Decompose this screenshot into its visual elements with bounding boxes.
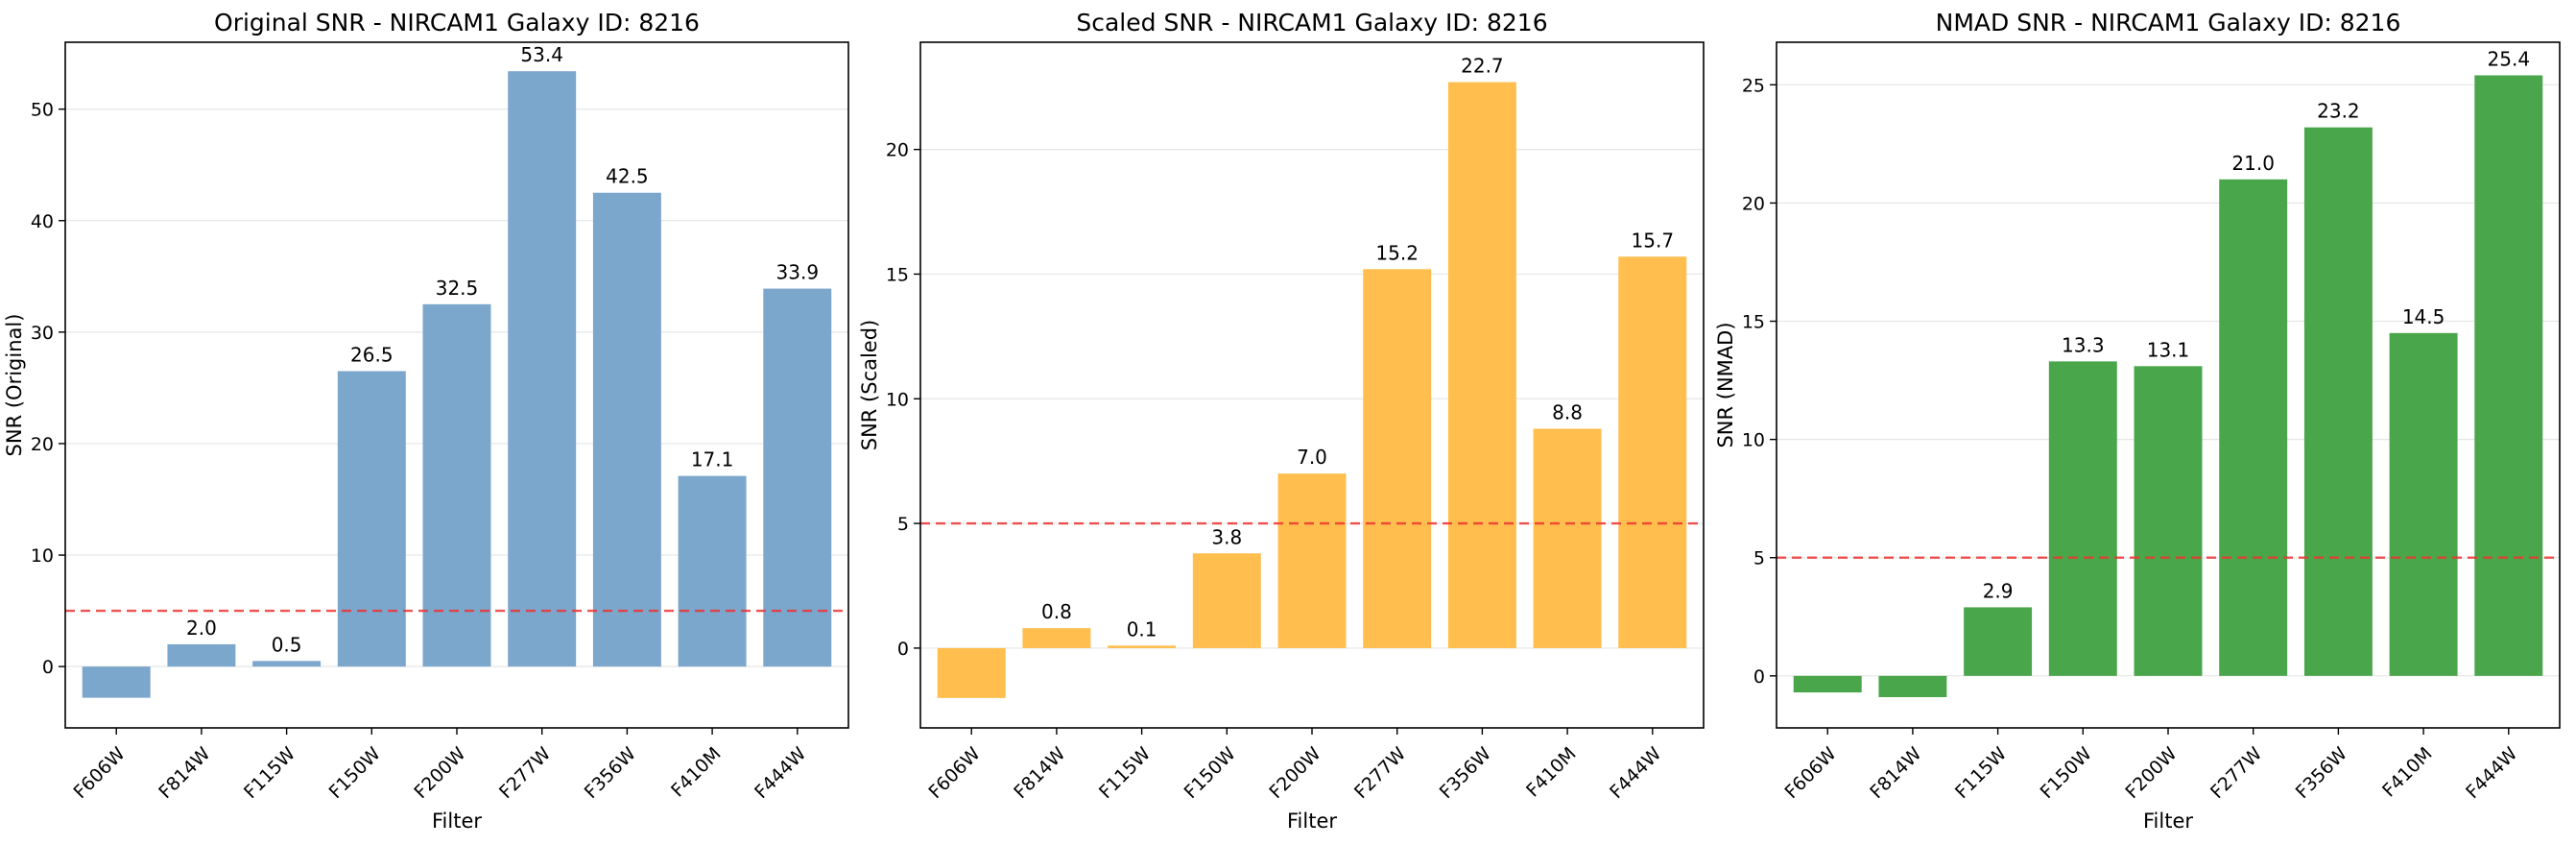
bar — [82, 666, 151, 698]
y-tick-label: 15 — [886, 264, 909, 285]
bar-value-label: 7.0 — [1297, 446, 1327, 469]
bar — [167, 643, 236, 667]
bar — [2219, 179, 2288, 676]
bar-value-label: 23.2 — [2317, 100, 2360, 123]
bar — [763, 288, 832, 667]
bar — [1363, 269, 1432, 648]
bar — [1618, 256, 1687, 648]
bar — [1108, 645, 1177, 648]
bar-value-label: 25.4 — [2488, 47, 2531, 70]
bar — [1793, 675, 1862, 693]
chart-panel-3: 2.913.3 13.121.023.214.525.40510152025F60… — [1714, 9, 2561, 833]
y-tick-label: 50 — [31, 100, 54, 121]
y-tick-label: 0 — [42, 657, 54, 678]
bar-value-label: 0.8 — [1041, 600, 1072, 623]
y-tick-label: 25 — [1742, 75, 1765, 96]
chart-title: NMAD SNR - NIRCAM1 Galaxy ID: 8216 — [1936, 9, 2401, 36]
bar-value-label: 22.7 — [1461, 55, 1504, 78]
bar — [2389, 332, 2458, 676]
bar — [592, 192, 661, 667]
y-tick-label: 20 — [886, 140, 909, 161]
bar-value-label: 14.5 — [2402, 305, 2445, 328]
bar — [2474, 75, 2543, 676]
bar — [337, 371, 406, 667]
y-axis-label: SNR (Original) — [3, 314, 26, 457]
bar — [1533, 428, 1602, 648]
bar — [1022, 628, 1091, 648]
bar-value-label: 2.9 — [1983, 579, 2014, 602]
bar-value-label: 42.5 — [606, 165, 649, 188]
y-tick-label: 5 — [897, 514, 909, 535]
bar — [937, 647, 1006, 698]
x-axis-label: Filter — [1287, 810, 1337, 833]
bar-value-label: 26.5 — [350, 343, 394, 366]
x-axis-label: Filter — [432, 810, 482, 833]
bar — [1192, 553, 1261, 648]
bar — [1447, 82, 1516, 648]
bar — [508, 71, 577, 667]
y-tick-label: 15 — [1742, 312, 1765, 333]
bar-value-label: 33.9 — [776, 261, 820, 284]
bar-value-label: 0.1 — [1127, 617, 1157, 641]
bar-value-label: 13.3 — [2062, 333, 2105, 356]
y-axis-label: SNR (NMAD) — [1714, 322, 1737, 447]
bar — [1878, 675, 1947, 697]
y-tick-label: 0 — [1753, 666, 1765, 688]
y-tick-label: 10 — [886, 389, 909, 410]
y-tick-label: 0 — [897, 639, 909, 660]
bar-value-label: 53.4 — [520, 43, 563, 66]
y-tick-label: 40 — [31, 211, 54, 232]
bar-value-label: 21.0 — [2231, 152, 2275, 175]
chart-title: Original SNR - NIRCAM1 Galaxy ID: 8216 — [214, 9, 700, 36]
y-tick-label: 10 — [1742, 430, 1765, 451]
bar-value-label: 3.8 — [1211, 525, 1242, 548]
bar-value-label: 0.5 — [272, 633, 302, 656]
bar-value-label: 8.8 — [1552, 400, 1583, 423]
y-tick-label: 30 — [31, 323, 54, 344]
chart-title: Scaled SNR - NIRCAM1 Galaxy ID: 8216 — [1076, 9, 1547, 36]
bar — [678, 475, 747, 667]
y-tick-label: 10 — [31, 545, 54, 567]
y-tick-label: 20 — [1742, 193, 1765, 214]
y-tick-label: 20 — [31, 434, 54, 455]
chart-panel-1: 2.0 0.5 26.5 32.5 53.4 42.5 17.1 33.9 0 10 20 30 40 5… — [3, 9, 849, 833]
x-axis-label: Filter — [2143, 810, 2193, 833]
bar-value-label: 15.2 — [1375, 241, 1419, 264]
bar — [1964, 607, 2033, 676]
bar-value-label: 32.5 — [436, 277, 479, 300]
y-axis-label: SNR (Scaled) — [858, 320, 881, 451]
bar — [422, 303, 491, 667]
bar — [2134, 366, 2203, 676]
bar-value-label: 17.1 — [691, 448, 734, 471]
bar-value-label: 13.1 — [2147, 338, 2190, 361]
bar — [2048, 361, 2117, 676]
bar — [2303, 127, 2373, 676]
y-tick-label: 5 — [1753, 548, 1765, 569]
bar-value-label: 2.0 — [186, 616, 217, 640]
bar — [252, 661, 322, 667]
bar-value-label: 15.7 — [1632, 229, 1675, 252]
bar — [1277, 473, 1347, 648]
